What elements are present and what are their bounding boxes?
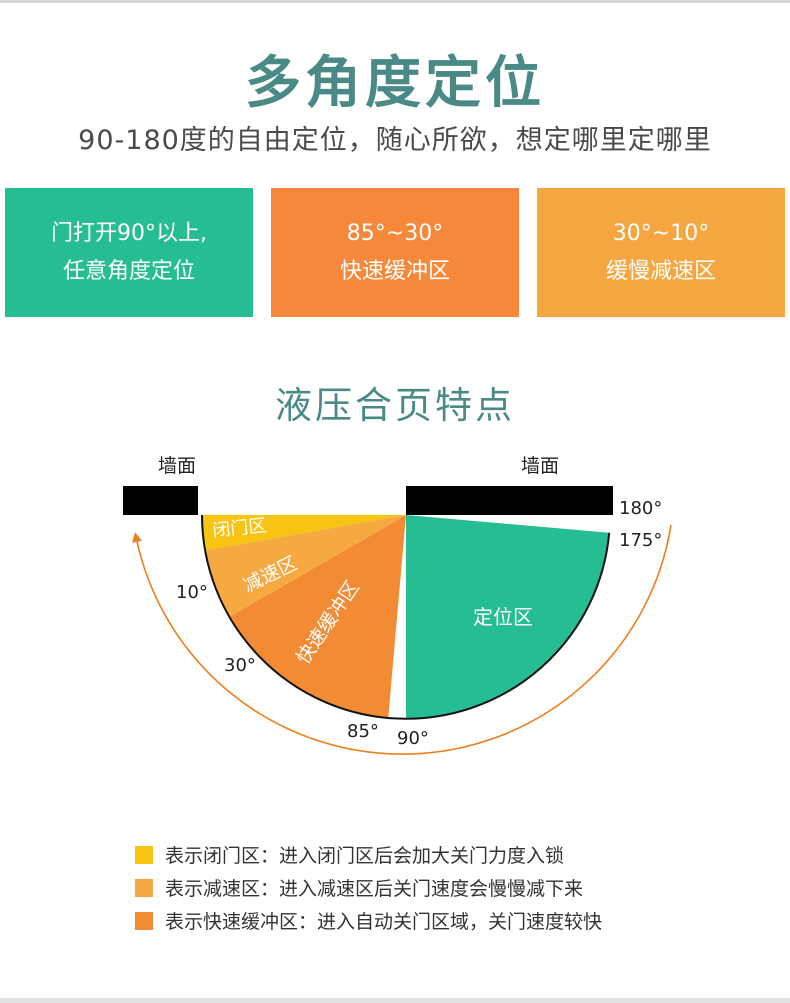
section-title: 液压合页特点 [275,384,515,427]
top-divider [0,0,790,3]
wall-right-label: 墙面 [521,455,559,477]
angle-label-180: 180° [619,498,662,519]
legend-text: 表示快速缓冲区：进入自动关门区域，关门速度较快 [165,911,603,933]
card-line-2: 缓慢减速区 [605,258,716,284]
closing-zone-wedge [202,515,406,551]
angle-label-10: 10° [176,582,208,603]
angle-label-90: 90° [397,728,429,749]
legend-swatch [135,911,153,930]
wall-left-bar [123,486,198,515]
legend-swatch [135,878,153,897]
semicircle-outline [201,514,611,720]
legend-text: 表示减速区：进入减速区后关门速度会慢慢减下来 [165,878,584,900]
card-line-1: 85°~30° [346,220,444,246]
card-line-2: 快速缓冲区 [339,258,450,284]
angle-label-30: 30° [224,655,256,676]
position-zone-wedge [406,515,610,719]
legend-text: 表示闭门区：进入闭门区后会加大关门力度入锁 [165,845,565,867]
page-title: 多角度定位 [245,51,545,116]
legend-swatch [135,845,153,864]
angle-label-175: 175° [619,530,662,551]
bottom-divider [0,998,790,1003]
card-line-2: 任意角度定位 [62,258,195,284]
feature-card-slow-decel: 30°~10° 缓慢减速区 [537,188,785,317]
angle-label-85: 85° [347,721,379,742]
legend-item-decel: 表示减速区：进入减速区后关门速度会慢慢减下来 [135,871,602,904]
feature-card-fast-buffer: 85°~30° 快速缓冲区 [271,188,519,317]
decel-zone-wedge [205,515,406,617]
legend-item-buffer: 表示快速缓冲区：进入自动关门区域，关门速度较快 [135,904,602,937]
card-line-1: 门打开90°以上, [51,220,207,246]
page-subtitle: 90-180度的自由定位，随心所欲，想定哪里定哪里 [78,125,712,156]
legend: 表示闭门区：进入闭门区后会加大关门力度入锁 表示减速区：进入减速区后关门速度会慢… [135,838,602,937]
wall-left-label: 墙面 [158,455,196,477]
hinge-angle-diagram: 墙面 墙面 闭门区 减速区 快速缓冲区 定位区 180° 175° 10° 30… [123,455,672,755]
feature-card-positioning: 门打开90°以上, 任意角度定位 [5,188,253,317]
card-line-1: 30°~10° [612,220,710,246]
wall-right-bar [406,486,613,515]
position-zone-label: 定位区 [473,605,533,629]
closing-direction-arrow [132,524,672,755]
legend-item-closing: 表示闭门区：进入闭门区后会加大关门力度入锁 [135,838,602,871]
buffer-zone-wedge [229,515,406,719]
